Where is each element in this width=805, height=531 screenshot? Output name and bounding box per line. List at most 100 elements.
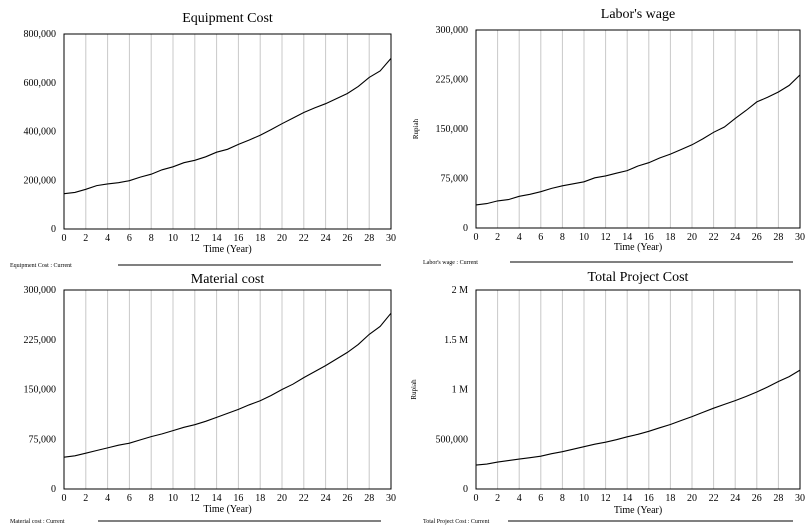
y-tick-label: 75,000	[441, 174, 469, 185]
y-tick-label: 0	[463, 223, 468, 234]
plot-area	[63, 33, 392, 230]
x-tick-label: 8	[560, 493, 565, 504]
x-tick-label: 20	[277, 233, 287, 244]
y-axis-label: Rupiah	[412, 118, 420, 139]
x-tick-label: 16	[644, 493, 654, 504]
x-tick-label: 28	[773, 493, 783, 504]
x-tick-label: 8	[149, 493, 154, 504]
y-tick-label: 400,000	[24, 127, 57, 138]
x-tick-label: 10	[168, 493, 178, 504]
x-tick-label: 14	[212, 493, 222, 504]
x-axis-label: Time (Year)	[614, 242, 662, 253]
x-tick-label: 22	[299, 233, 309, 244]
x-tick-label: 18	[665, 232, 675, 243]
x-tick-label: 16	[233, 233, 243, 244]
y-tick-label: 600,000	[24, 78, 57, 89]
x-tick-label: 16	[233, 493, 243, 504]
legend-label: Equipment Cost : Current	[10, 263, 72, 269]
y-tick-label: 2 M	[452, 285, 469, 296]
x-tick-label: 0	[62, 233, 67, 244]
x-tick-label: 12	[601, 493, 611, 504]
x-tick-label: 26	[342, 233, 352, 244]
y-tick-label: 800,000	[24, 29, 57, 40]
x-tick-label: 24	[730, 232, 740, 243]
x-axis-label: Time (Year)	[203, 504, 251, 515]
x-tick-label: 0	[62, 493, 67, 504]
y-tick-label: 0	[463, 484, 468, 495]
y-tick-label: 150,000	[24, 385, 57, 396]
x-tick-label: 30	[386, 493, 396, 504]
x-tick-label: 8	[560, 232, 565, 243]
chart-title: Total Project Cost	[588, 270, 689, 285]
plot-area	[475, 289, 801, 490]
y-tick-label: 150,000	[436, 124, 469, 135]
x-tick-label: 26	[752, 232, 762, 243]
series-line	[63, 312, 392, 458]
y-axis-label: Rupiah	[410, 379, 418, 400]
x-tick-label: 24	[321, 233, 331, 244]
chart-title: Equipment Cost	[182, 11, 273, 26]
x-tick-label: 6	[538, 232, 543, 243]
x-tick-label: 30	[795, 232, 805, 243]
x-tick-label: 30	[386, 233, 396, 244]
x-tick-label: 14	[622, 232, 632, 243]
chart-title: Material cost	[191, 272, 265, 287]
y-tick-label: 300,000	[436, 25, 469, 36]
x-axis-label: Time (Year)	[614, 505, 662, 516]
x-tick-label: 24	[730, 493, 740, 504]
y-tick-label: 225,000	[24, 335, 57, 346]
x-tick-label: 12	[190, 233, 200, 244]
x-tick-label: 10	[579, 232, 589, 243]
x-tick-label: 22	[709, 232, 719, 243]
x-tick-label: 4	[105, 233, 110, 244]
x-tick-label: 18	[255, 233, 265, 244]
x-tick-label: 22	[299, 493, 309, 504]
x-tick-label: 30	[795, 493, 805, 504]
x-tick-label: 6	[127, 233, 132, 244]
x-tick-label: 10	[579, 493, 589, 504]
y-tick-label: 0	[51, 484, 56, 495]
chart-title: Labor's wage	[601, 7, 675, 22]
x-tick-label: 2	[83, 233, 88, 244]
x-tick-label: 28	[364, 233, 374, 244]
y-tick-label: 225,000	[436, 75, 469, 86]
x-tick-label: 4	[517, 493, 522, 504]
x-tick-label: 8	[149, 233, 154, 244]
x-tick-label: 18	[665, 493, 675, 504]
x-axis-label: Time (Year)	[203, 244, 251, 255]
y-tick-label: 1 M	[452, 385, 469, 396]
x-tick-label: 2	[495, 493, 500, 504]
plot-area	[63, 289, 392, 490]
x-tick-label: 28	[364, 493, 374, 504]
legend-label: Labor's wage : Current	[423, 260, 478, 266]
x-tick-label: 4	[105, 493, 110, 504]
x-tick-label: 28	[773, 232, 783, 243]
x-tick-label: 2	[495, 232, 500, 243]
x-tick-label: 20	[687, 493, 697, 504]
series-line	[63, 58, 392, 195]
y-tick-label: 0	[51, 224, 56, 235]
y-tick-label: 200,000	[24, 175, 57, 186]
x-tick-label: 0	[474, 493, 479, 504]
y-tick-label: 300,000	[24, 285, 57, 296]
y-tick-label: 1.5 M	[444, 335, 468, 346]
x-tick-label: 6	[538, 493, 543, 504]
x-tick-label: 20	[687, 232, 697, 243]
y-tick-label: 500,000	[436, 434, 469, 445]
x-tick-label: 26	[342, 493, 352, 504]
x-tick-label: 20	[277, 493, 287, 504]
legend-label: Material cost : Current	[10, 519, 65, 525]
y-tick-label: 75,000	[29, 434, 57, 445]
series-line	[475, 74, 801, 206]
x-tick-label: 4	[517, 232, 522, 243]
x-tick-label: 26	[752, 493, 762, 504]
x-tick-label: 6	[127, 493, 132, 504]
x-tick-label: 24	[321, 493, 331, 504]
x-tick-label: 10	[168, 233, 178, 244]
x-tick-label: 18	[255, 493, 265, 504]
